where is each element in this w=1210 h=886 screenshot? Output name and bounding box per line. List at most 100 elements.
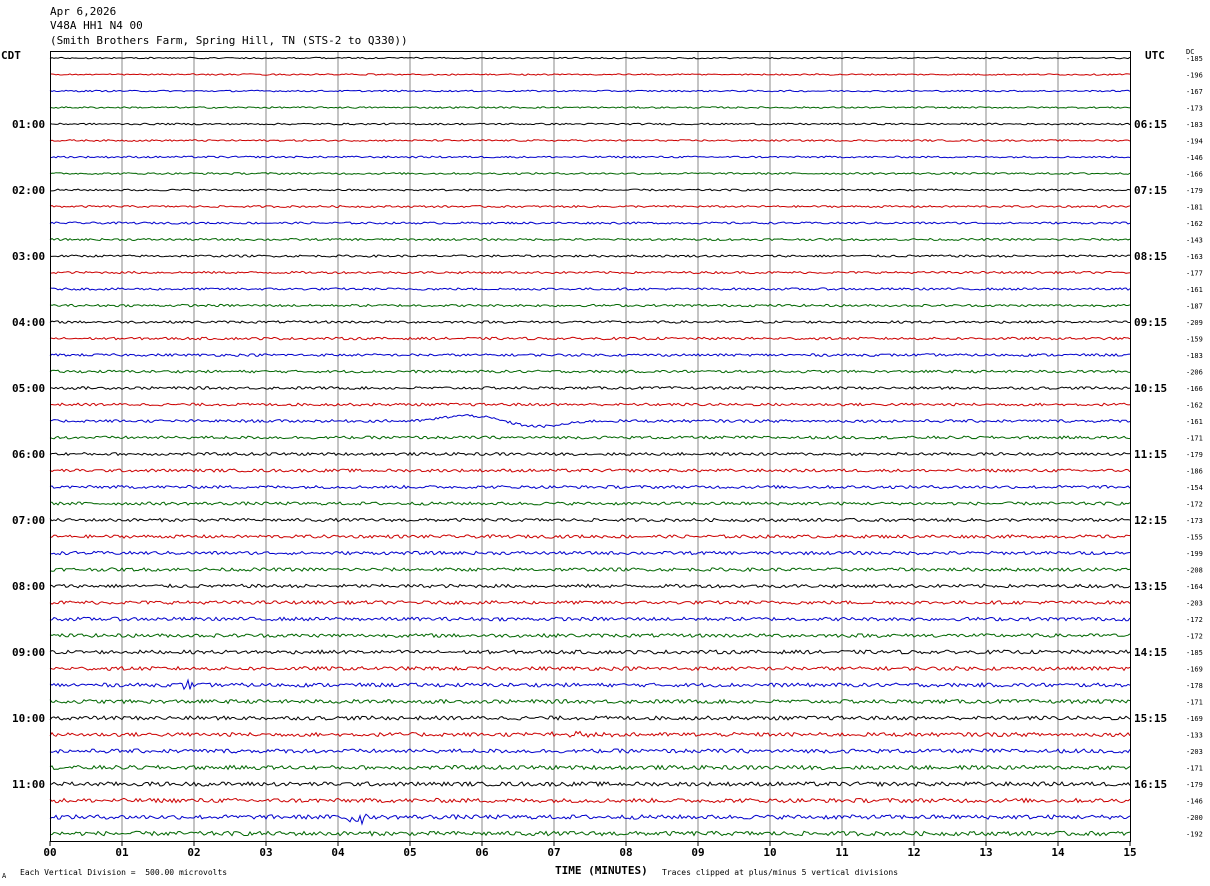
dc-offset-label: -199 [1186, 550, 1203, 558]
vertical-division-note: Each Vertical Division = 500.00 microvol… [20, 868, 228, 877]
label-group: 00 01 02 03 04 05 06 07 08 09 10 11 12 13 14 15 -185 -196… [12, 55, 1203, 859]
trace-41 [49, 715, 1131, 721]
trace-13 [50, 254, 1131, 258]
trace-18 [49, 336, 1131, 341]
dc-offset-label: -177 [1186, 270, 1203, 278]
trace-5 [49, 122, 1131, 126]
dc-offset-label: -179 [1186, 187, 1203, 195]
trace-34 [49, 599, 1131, 606]
trace-47 [49, 813, 1131, 826]
corner-mark: A [2, 872, 7, 880]
dc-offset-label: -166 [1186, 171, 1203, 179]
trace-6 [49, 139, 1131, 142]
x-tick-label-05: 05 [403, 846, 416, 859]
trace-33 [49, 583, 1131, 589]
dc-offset-label: -162 [1186, 220, 1203, 228]
dc-offset-label: -162 [1186, 402, 1203, 410]
x-tick-label-11: 11 [835, 846, 849, 859]
trace-10 [49, 204, 1131, 209]
dc-offset-label: -179 [1186, 451, 1203, 459]
dc-offset-label: -161 [1186, 418, 1203, 426]
trace-48 [49, 830, 1131, 837]
trace-46 [49, 797, 1131, 804]
dc-offset-label: -181 [1186, 204, 1203, 212]
dc-offset-label: -192 [1186, 831, 1203, 839]
trace-22 [49, 402, 1131, 407]
trace-43 [49, 748, 1131, 754]
dc-offset-label: -187 [1186, 303, 1203, 311]
trace-20 [49, 369, 1131, 374]
trace-24 [49, 435, 1131, 440]
x-tick-label-00: 00 [43, 846, 56, 859]
dc-offset-label: -166 [1186, 385, 1203, 393]
trace-9 [50, 188, 1131, 192]
dc-offset-label: -200 [1186, 814, 1203, 822]
trace-14 [49, 270, 1131, 275]
dc-offset-label: -179 [1186, 781, 1203, 789]
x-tick-label-10: 10 [763, 846, 776, 859]
dc-offset-label: -203 [1186, 600, 1203, 608]
right-hour-label: 16:15 [1134, 778, 1167, 791]
dc-offset-label: -154 [1186, 484, 1203, 492]
dc-offset-label: -196 [1186, 72, 1203, 80]
dc-offset-label: -146 [1186, 154, 1203, 162]
dc-column-label: DC [1186, 48, 1195, 56]
trace-38 [49, 665, 1131, 672]
left-hour-label: 04:00 [12, 316, 45, 329]
trace-19 [49, 353, 1131, 357]
dc-offset-label: -173 [1186, 105, 1203, 113]
x-tick-label-07: 07 [547, 846, 560, 859]
trace-group [49, 56, 1131, 837]
trace-28 [49, 501, 1131, 506]
left-hour-label: 11:00 [12, 778, 45, 791]
right-hour-label: 14:15 [1134, 646, 1167, 659]
dc-offset-label: -172 [1186, 616, 1203, 624]
trace-40 [49, 698, 1131, 705]
dc-offset-label: -169 [1186, 666, 1203, 674]
dc-offset-label: -209 [1186, 319, 1203, 327]
trace-35 [49, 616, 1131, 622]
dc-offset-label: -172 [1186, 633, 1203, 641]
plot-date: Apr 6,2026 [50, 5, 117, 18]
left-hour-label: 09:00 [12, 646, 45, 659]
right-hour-label: 12:15 [1134, 514, 1167, 527]
trace-30 [49, 534, 1131, 539]
dc-offset-label: -185 [1186, 649, 1203, 657]
trace-16 [49, 303, 1131, 308]
dc-offset-label: -185 [1186, 55, 1203, 63]
dc-offset-label: -173 [1186, 517, 1203, 525]
left-hour-label: 10:00 [12, 712, 45, 725]
dc-offset-label: -155 [1186, 534, 1203, 542]
trace-17 [49, 320, 1131, 324]
right-hour-label: 07:15 [1134, 184, 1167, 197]
trace-3 [49, 89, 1131, 93]
dc-offset-label: -194 [1186, 138, 1203, 146]
left-hour-label: 05:00 [12, 382, 45, 395]
dc-offset-label: -172 [1186, 501, 1203, 509]
right-hour-label: 06:15 [1134, 118, 1167, 131]
x-axis-label: TIME (MINUTES) [555, 864, 648, 877]
dc-offset-label: -161 [1186, 286, 1203, 294]
station-location: (Smith Brothers Farm, Spring Hill, TN (S… [50, 34, 408, 47]
dc-offset-label: -143 [1186, 237, 1203, 245]
x-tick-label-13: 13 [979, 846, 992, 859]
trace-12 [49, 237, 1131, 242]
dc-offset-label: -146 [1186, 798, 1203, 806]
trace-4 [49, 106, 1131, 109]
right-timezone-label: UTC [1145, 49, 1165, 62]
x-tick-label-06: 06 [475, 846, 489, 859]
x-tick-label-01: 01 [115, 846, 129, 859]
right-hour-label: 11:15 [1134, 448, 1167, 461]
x-tick-label-09: 09 [691, 846, 704, 859]
x-tick-label-15: 15 [1123, 846, 1136, 859]
dc-offset-label: -159 [1186, 336, 1203, 344]
trace-7 [49, 155, 1131, 159]
trace-44 [49, 764, 1131, 771]
dc-offset-label: -171 [1186, 765, 1203, 773]
trace-31 [49, 550, 1131, 556]
trace-1 [49, 56, 1131, 60]
x-tick-label-04: 04 [331, 846, 345, 859]
left-timezone-label: CDT [1, 49, 21, 62]
left-hour-label: 07:00 [12, 514, 45, 527]
